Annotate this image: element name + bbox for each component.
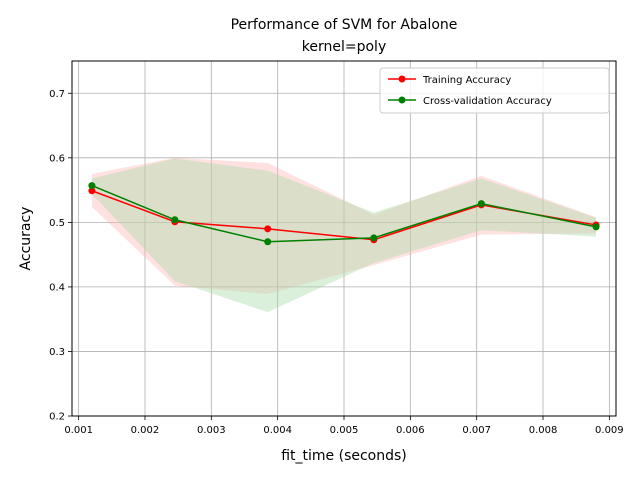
y-tick-label: 0.4 (49, 282, 65, 293)
legend-box (379, 67, 610, 114)
x-tick-label: 0.004 (263, 425, 292, 436)
legend-cv-label: Cross-validation Accuracy (423, 96, 552, 107)
training-accuracy-point (88, 187, 96, 195)
cv-accuracy-point (264, 238, 272, 246)
y-tick-label: 0.6 (49, 153, 65, 164)
cv-accuracy-point (88, 182, 96, 190)
legend-cv-marker (398, 96, 406, 104)
x-tick-label: 0.008 (529, 425, 558, 436)
x-tick-label: 0.009 (595, 425, 624, 436)
y-tick-label: 0.7 (49, 89, 65, 100)
cv-accuracy-line (91, 184, 597, 243)
y-axis-label: Accuracy (18, 207, 34, 271)
x-tick-label: 0.002 (131, 425, 160, 436)
x-tick-label: 0.006 (396, 425, 425, 436)
x-axis-label: fit_time (seconds) (281, 448, 407, 464)
cv-accuracy-band (91, 158, 597, 313)
training-accuracy-band (91, 157, 597, 295)
chart-title: Performance of SVM for Abalone (231, 17, 458, 33)
chart-subtitle: kernel=poly (302, 39, 386, 55)
cv-accuracy-point (592, 223, 600, 231)
cv-accuracy-point (370, 234, 378, 242)
y-tick-label: 0.5 (49, 218, 65, 229)
x-tick-label: 0.001 (64, 425, 93, 436)
y-tick-label: 0.2 (49, 412, 65, 423)
cv-accuracy-point (171, 216, 179, 224)
y-tick-label: 0.3 (49, 347, 65, 358)
training-accuracy-point (264, 225, 272, 233)
x-tick-label: 0.003 (197, 425, 226, 436)
x-tick-label: 0.005 (330, 425, 359, 436)
legend-training-marker (398, 75, 406, 83)
x-tick-label: 0.007 (462, 425, 491, 436)
legend-training-label: Training Accuracy (422, 75, 511, 86)
cv-accuracy-point (477, 200, 485, 208)
